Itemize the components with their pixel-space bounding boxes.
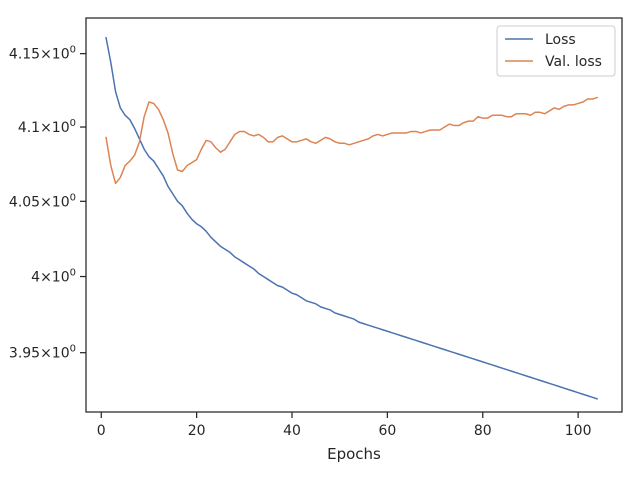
x-tick-label: 80 xyxy=(474,423,492,439)
y-tick-label: 4×100 xyxy=(31,268,76,286)
x-tick-label: 20 xyxy=(188,423,206,439)
series-line-1 xyxy=(105,96,598,185)
y-tick-label: 4.1×100 xyxy=(18,118,76,136)
y-tick-label: 4.15×100 xyxy=(9,45,76,63)
y-tick-label: 4.05×100 xyxy=(9,192,76,210)
plot-area xyxy=(105,36,598,400)
legend-label-0: Loss xyxy=(545,32,576,48)
x-tick-label: 100 xyxy=(565,423,592,439)
legend: Loss Val. loss xyxy=(496,25,616,77)
x-tick-label: 60 xyxy=(378,423,396,439)
x-axis-label: Epochs xyxy=(327,445,381,463)
plot-frame xyxy=(85,17,623,413)
series-line-0 xyxy=(105,36,598,400)
x-tick-label: 0 xyxy=(97,423,106,439)
x-tick-label: 40 xyxy=(283,423,301,439)
legend-label-1: Val. loss xyxy=(545,54,602,70)
x-axis: 0 20 40 60 80 100 xyxy=(97,412,592,439)
y-tick-label: 3.95×100 xyxy=(9,344,76,362)
y-axis: 3.95×100 4×100 4.05×100 4.1×100 4.15×100 xyxy=(9,45,86,362)
